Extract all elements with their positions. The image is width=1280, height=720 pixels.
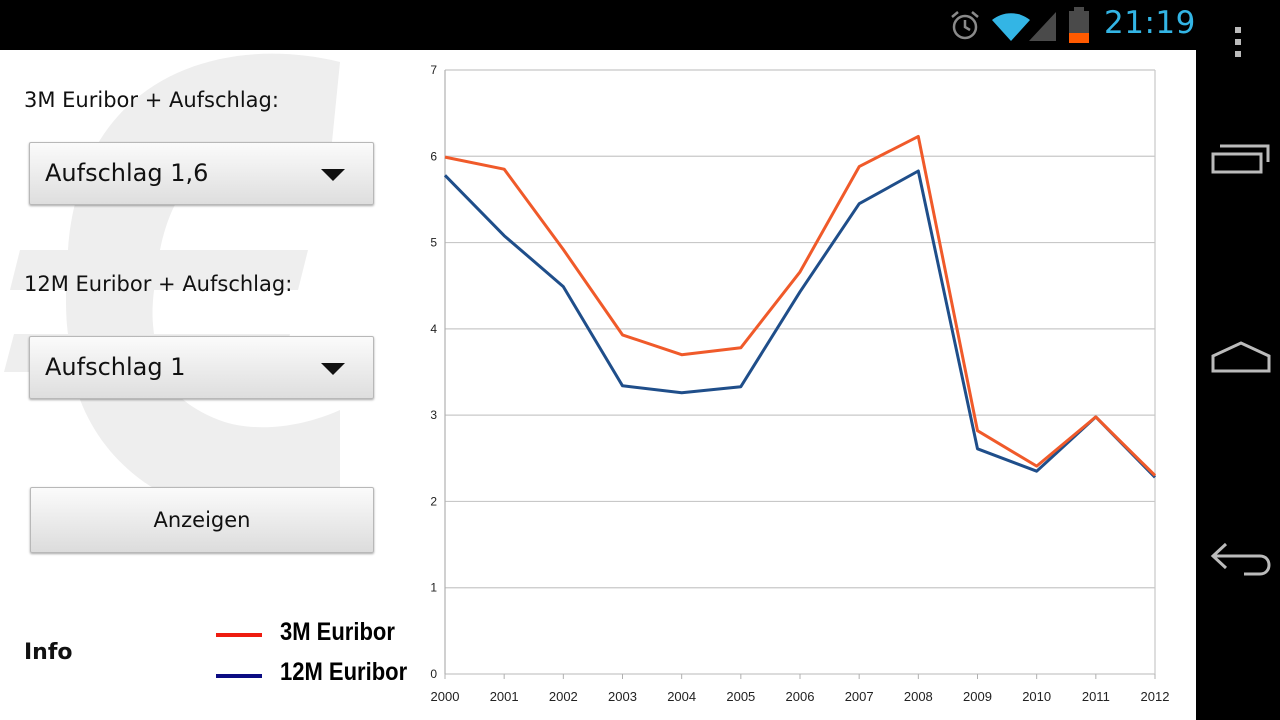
alarm-icon [951,11,979,40]
x-tick-label: 2003 [608,689,637,704]
x-tick-label: 2011 [1082,689,1110,704]
clock: 21:19 [1104,5,1196,41]
status-bar: 21:19 [0,0,1196,50]
x-tick-label: 2006 [786,689,815,704]
overflow-menu-icon[interactable] [1230,24,1246,60]
y-tick-label: 0 [430,667,437,681]
home-icon[interactable] [1210,338,1272,378]
x-tick-label: 2012 [1141,689,1170,704]
legend-swatch-3m [216,633,262,637]
select-3m-value: Aufschlag 1,6 [45,159,209,187]
x-tick-label: 2010 [1022,689,1051,704]
y-tick-label: 5 [430,236,437,250]
info-link[interactable]: Info [24,640,73,665]
recent-apps-icon[interactable] [1210,140,1272,180]
x-tick-label: 2007 [845,689,874,704]
label-12m-euribor: 12M Euribor + Aufschlag: [24,272,293,296]
navigation-bar [1196,0,1280,720]
select-12m-value: Aufschlag 1 [45,353,186,381]
euribor-chart: 0 1 2 3 4 5 6 7 2000 2001 2002 2003 2004 2005 2006 2007… [430,63,1170,704]
back-icon[interactable] [1208,538,1274,580]
y-tick-label: 4 [430,322,437,336]
y-tick-label: 6 [430,149,437,163]
series-line-3m-euribor [444,134,1157,477]
x-tick-label: 2005 [726,689,755,704]
y-tick-label: 7 [430,63,437,77]
legend-label-3m: 3M Euribor [280,618,395,646]
wifi-icon [992,13,1030,42]
x-tick-label: 2004 [667,689,696,704]
app-content: 3M Euribor + Aufschlag: Aufschlag 1,6 12… [0,50,1196,720]
x-tick-label: 2008 [904,689,933,704]
legend-label-12m: 12M Euribor [280,658,408,686]
dropdown-arrow-icon [321,363,345,375]
dropdown-arrow-icon [321,169,345,181]
y-tick-label: 1 [430,581,437,595]
signal-icon [1029,12,1056,41]
x-tick-label: 2009 [963,689,992,704]
label-3m-euribor: 3M Euribor + Aufschlag: [24,88,279,112]
select-12m-surcharge[interactable]: Aufschlag 1 [29,336,374,399]
y-tick-label: 3 [430,408,437,422]
series-line-12m-euribor [443,169,1157,479]
show-button[interactable]: Anzeigen [30,487,374,553]
y-tick-label: 2 [430,494,437,508]
select-3m-surcharge[interactable]: Aufschlag 1,6 [29,142,374,205]
legend-swatch-12m [216,674,262,678]
x-tick-label: 2001 [490,689,519,704]
x-tick-label: 2002 [549,689,578,704]
x-tick-label: 2000 [431,689,460,704]
battery-icon [1069,7,1089,43]
